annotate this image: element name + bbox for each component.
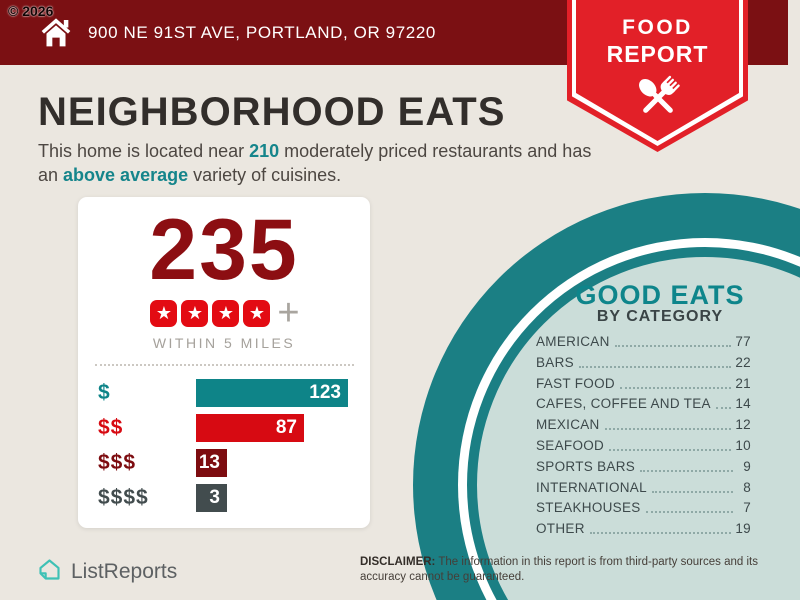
star-icon: ★ bbox=[150, 299, 178, 327]
disclaimer-label: DISCLAIMER: bbox=[360, 556, 436, 568]
radius-caption: WITHIN 5 MILES bbox=[152, 335, 296, 351]
category-value: 12 bbox=[735, 417, 751, 433]
dotted-leader bbox=[604, 417, 732, 431]
dotted-leader bbox=[640, 459, 733, 472]
category-row: STEAKHOUSES 7 bbox=[536, 500, 751, 521]
star-icon: ★ bbox=[243, 299, 271, 327]
intro-text: This home is located near 210 moderately… bbox=[38, 140, 600, 188]
category-label: MEXICAN bbox=[536, 417, 600, 433]
price-tier-row: $$ 87 bbox=[98, 414, 370, 442]
category-row: MEXICAN 12 bbox=[536, 417, 751, 438]
price-tier-row: $123 bbox=[98, 379, 370, 407]
spoon-fork-icon bbox=[567, 69, 748, 132]
category-row: FAST FOOD 21 bbox=[536, 376, 751, 397]
category-label: CAFES, COFFEE AND TEA bbox=[536, 396, 711, 412]
category-row: SPORTS BARS 9 bbox=[536, 459, 751, 480]
restaurant-count: 210 bbox=[249, 141, 280, 161]
category-label: FAST FOOD bbox=[536, 375, 615, 391]
category-value: 9 bbox=[743, 458, 751, 474]
price-tier-row: $$$$ 3 bbox=[98, 484, 370, 512]
price-tier-bar: 3 bbox=[196, 484, 227, 512]
price-tier-bar: 13 bbox=[196, 449, 227, 477]
price-tier-row: $$$ 13 bbox=[98, 449, 370, 477]
intro-post: variety of cuisines. bbox=[188, 164, 342, 185]
disclaimer-body: The information in this report is from t… bbox=[360, 556, 758, 583]
category-row: SEAFOOD 10 bbox=[536, 438, 751, 459]
category-row: OTHER 19 bbox=[536, 521, 751, 542]
category-row: INTERNATIONAL 8 bbox=[536, 480, 751, 501]
category-row: BARS 22 bbox=[536, 355, 751, 376]
dotted-leader bbox=[619, 376, 732, 389]
disclaimer-text: DISCLAIMER: The information in this repo… bbox=[360, 555, 798, 585]
copyright-year: © 2026 bbox=[8, 3, 54, 19]
dotted-leader bbox=[651, 480, 733, 493]
plus-icon: + bbox=[277, 291, 300, 334]
price-tier-label: $$$ bbox=[98, 451, 137, 474]
food-report-ribbon: FOOD REPORT bbox=[567, 0, 748, 152]
star-icon: ★ bbox=[181, 299, 209, 327]
brand-name: ListReports bbox=[71, 560, 178, 583]
price-bar-chart: $123 $$ 87 $$$ 13 $$$$ 3 bbox=[78, 379, 370, 512]
property-address: 900 NE 91ST AVE, PORTLAND, OR 97220 bbox=[88, 22, 436, 42]
category-label: AMERICAN bbox=[536, 334, 610, 349]
page-title: NEIGHBORHOOD EATS bbox=[38, 90, 506, 134]
category-label: OTHER bbox=[536, 521, 585, 537]
ribbon-title-line1: FOOD bbox=[622, 16, 693, 39]
divider bbox=[95, 364, 354, 366]
summary-card: 235 ★ ★ ★ ★ + WITHIN 5 MILES $123 $$ 87 $$$ 13 $$… bbox=[78, 197, 370, 528]
category-value: 10 bbox=[735, 437, 751, 453]
category-value: 8 bbox=[743, 479, 751, 495]
category-list: AMERICAN 77 BARS 22 FAST FOOD 21 CAFES, COFFEE… bbox=[536, 334, 751, 542]
ribbon-title-line2: REPORT bbox=[606, 41, 709, 67]
category-value: 7 bbox=[743, 500, 751, 516]
intro-highlight: above average bbox=[63, 164, 189, 185]
listreports-logo: ListReports bbox=[36, 556, 177, 588]
rating-stars: ★ ★ ★ ★ + bbox=[78, 291, 370, 334]
category-value: 22 bbox=[735, 354, 751, 370]
total-restaurant-count: 235 bbox=[149, 202, 299, 298]
dotted-leader bbox=[614, 334, 732, 347]
dotted-leader bbox=[715, 396, 732, 410]
price-tier-bar: 123 bbox=[196, 379, 348, 407]
home-icon bbox=[36, 13, 76, 58]
listreports-house-icon bbox=[36, 556, 63, 588]
category-label: SEAFOOD bbox=[536, 437, 605, 453]
intro-mid: moderately priced restaurants and has an bbox=[38, 141, 592, 185]
price-tier-label: $ bbox=[98, 381, 111, 404]
category-value: 77 bbox=[735, 334, 751, 349]
dotted-leader bbox=[589, 521, 732, 535]
dotted-leader bbox=[645, 500, 733, 514]
price-tier-label: $$ bbox=[98, 416, 124, 439]
price-tier-bar: 87 bbox=[196, 414, 304, 442]
category-label: STEAKHOUSES bbox=[536, 500, 641, 516]
category-row: AMERICAN 77 bbox=[536, 334, 751, 355]
category-value: 21 bbox=[735, 375, 751, 391]
category-label: INTERNATIONAL bbox=[536, 479, 647, 495]
star-icon: ★ bbox=[212, 299, 240, 327]
intro-pre: This home is located near bbox=[38, 141, 250, 161]
good-eats-title: GOOD EATS bbox=[575, 280, 745, 310]
good-eats-subtitle: BY CATEGORY bbox=[596, 308, 724, 325]
dotted-leader bbox=[578, 355, 732, 368]
category-row: CAFES, COFFEE AND TEA 14 bbox=[536, 396, 751, 417]
category-label: SPORTS BARS bbox=[536, 458, 636, 474]
price-tier-label: $$$$ bbox=[98, 486, 149, 509]
dotted-leader bbox=[609, 438, 732, 451]
category-label: BARS bbox=[536, 354, 574, 370]
category-value: 19 bbox=[735, 521, 751, 537]
category-value: 14 bbox=[735, 396, 751, 412]
